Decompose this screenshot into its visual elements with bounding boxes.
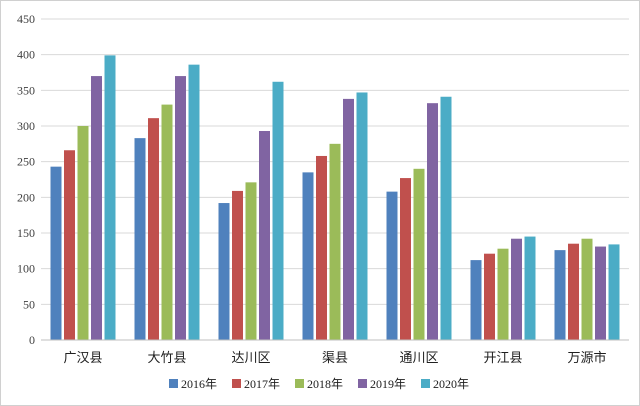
- legend-swatch: [358, 379, 367, 388]
- bar-2017年-广汉县: [64, 150, 75, 340]
- bar-2019年-开江县: [511, 238, 522, 340]
- bar-2017年-开江县: [484, 253, 495, 340]
- bar-2020年-万源市: [608, 244, 620, 340]
- bar-2016年-通川区: [386, 191, 398, 340]
- legend-item: 2017年: [232, 377, 280, 391]
- y-tick-label: 200: [17, 190, 35, 204]
- bar-2018年-开江县: [497, 248, 509, 340]
- bar-2016年-开江县: [470, 260, 482, 340]
- bar-2018年-万源市: [581, 238, 593, 340]
- bar-2016年-大竹县: [134, 138, 146, 340]
- y-tick-label: 50: [23, 297, 35, 311]
- y-tick-label: 450: [17, 12, 35, 26]
- bar-2020年-开江县: [524, 236, 536, 340]
- legend-label: 2017年: [244, 377, 280, 391]
- bar-2020年-广汉县: [104, 55, 116, 340]
- y-tick-label: 0: [29, 333, 35, 347]
- legend-label: 2019年: [370, 377, 406, 391]
- legend-swatch: [169, 379, 178, 388]
- bar-2019年-万源市: [595, 246, 606, 340]
- bar-2020年-达川区: [272, 81, 284, 341]
- category-label: 大竹县: [147, 351, 186, 366]
- legend-label: 2020年: [433, 377, 469, 391]
- legend-swatch: [421, 379, 430, 388]
- bar-2020年-通川区: [440, 96, 452, 340]
- bar-2016年-达川区: [218, 203, 230, 340]
- y-tick-label: 300: [17, 119, 35, 133]
- category-label: 开江县: [483, 351, 522, 366]
- y-tick-label: 400: [17, 48, 35, 62]
- category-label: 渠县: [322, 351, 348, 366]
- bar-2020年-渠县: [356, 92, 368, 340]
- bar-2019年-渠县: [343, 98, 354, 340]
- legend-item: 2016年: [169, 377, 217, 391]
- legend-item: 2020年: [421, 377, 469, 391]
- bar-2019年-通川区: [427, 103, 438, 340]
- category-label: 万源市: [567, 350, 606, 366]
- bar-2017年-大竹县: [148, 118, 159, 341]
- category-label: 通川区: [399, 351, 438, 366]
- bar-2016年-万源市: [554, 250, 566, 340]
- bar-2017年-渠县: [316, 155, 327, 340]
- bar-2018年-通川区: [413, 168, 425, 340]
- y-tick-label: 150: [17, 226, 35, 240]
- bar-2017年-通川区: [400, 178, 411, 340]
- legend-item: 2018年: [295, 377, 343, 391]
- category-labels: 广汉县 大竹县 达川区 渠县 通川区 开江县 万源市: [63, 350, 606, 366]
- bars: [50, 55, 620, 341]
- bar-2020年-大竹县: [188, 64, 200, 341]
- y-tick-label: 100: [17, 262, 35, 276]
- bar-2017年-万源市: [568, 243, 579, 340]
- category-label: 广汉县: [63, 351, 102, 366]
- legend-label: 2018年: [307, 377, 343, 391]
- y-axis-tick-labels: 0 50 100 150 200 250 300 350 400 450: [17, 12, 35, 347]
- bar-2018年-广汉县: [77, 126, 89, 340]
- y-tick-label: 250: [17, 155, 35, 169]
- bar-2018年-大竹县: [161, 104, 173, 340]
- bar-2018年-达川区: [245, 182, 257, 340]
- bar-2019年-达川区: [259, 130, 270, 340]
- bar-2016年-渠县: [302, 172, 314, 340]
- legend-swatch: [295, 379, 304, 388]
- legend: 2016年 2017年 2018年 2019年 2020年: [169, 377, 469, 391]
- bar-2018年-渠县: [329, 143, 341, 340]
- bar-2019年-广汉县: [91, 76, 102, 340]
- legend-label: 2016年: [181, 377, 217, 391]
- bar-2017年-达川区: [232, 190, 243, 340]
- y-tick-label: 350: [17, 83, 35, 97]
- bar-2016年-广汉县: [50, 166, 62, 340]
- legend-item: 2019年: [358, 377, 406, 391]
- bar-2019年-大竹县: [175, 76, 186, 340]
- category-label: 达川区: [231, 351, 270, 366]
- legend-swatch: [232, 379, 241, 388]
